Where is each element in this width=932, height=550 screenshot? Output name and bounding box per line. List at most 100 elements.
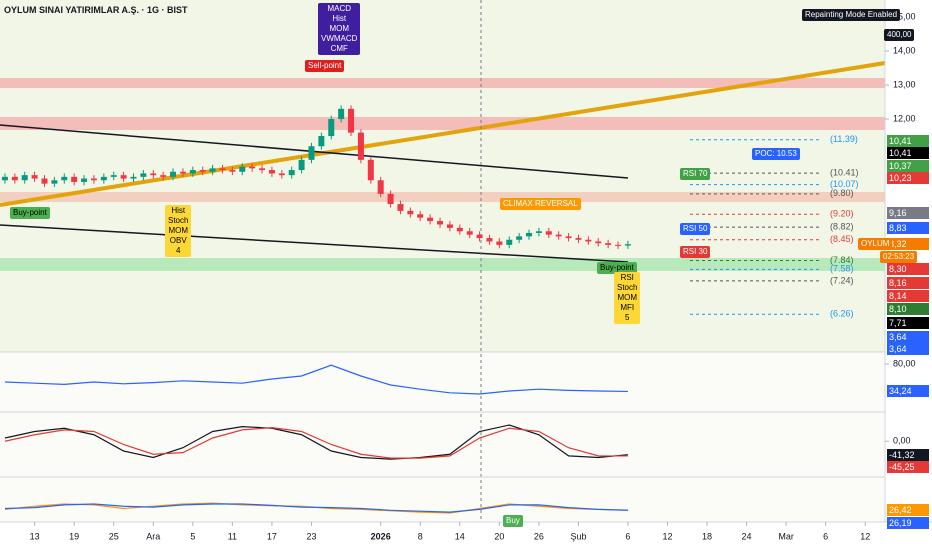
price-label: 10,41 — [887, 135, 929, 147]
candle-body — [397, 204, 404, 211]
annotation-text: Buy-point — [600, 263, 634, 272]
x-tick-label: 6 — [823, 531, 828, 541]
annotation: CLIMAX REVERSAL — [500, 198, 581, 210]
x-tick-label: 13 — [30, 531, 40, 541]
y-tick-label: 14,00 — [893, 45, 916, 55]
candle-body — [565, 236, 572, 239]
candle-body — [31, 175, 38, 179]
annotation-text: Buy — [506, 516, 520, 525]
candle-body — [357, 132, 364, 160]
candle-body — [555, 234, 562, 237]
price-label: 8,10 — [887, 303, 929, 315]
annotation: RSI Stoch MOM MFI 5 — [614, 272, 641, 324]
candle-body — [486, 238, 493, 242]
annotation-text: Buy-point — [13, 208, 47, 217]
candle-body — [288, 170, 295, 176]
level-label: (10.07) — [830, 179, 859, 189]
candle-body — [1, 176, 8, 181]
annotation: RSI 50 — [680, 223, 711, 235]
annotation: Buy-point — [597, 262, 637, 274]
candle-body — [51, 180, 58, 184]
candle-body — [545, 231, 552, 235]
annotation-text: POC: 10.53 — [755, 149, 797, 158]
x-tick-label: 8 — [418, 531, 423, 541]
support-band — [0, 258, 885, 271]
candle-body — [328, 119, 335, 137]
main-pane — [0, 0, 885, 352]
trendline — [0, 61, 886, 207]
annotation: RSI 30 — [680, 246, 711, 258]
candle-body — [318, 136, 325, 147]
annotation-text: Sell-point — [308, 61, 342, 70]
x-tick-label: Ara — [146, 531, 160, 541]
level-label: (7.84) — [830, 255, 854, 265]
annotation-text: MOM — [168, 226, 189, 235]
candle-body — [367, 159, 374, 181]
annotation-text: OBV — [169, 236, 187, 245]
annotation: Buy-point — [10, 207, 50, 219]
candle-body — [160, 175, 167, 177]
candle-body — [259, 168, 266, 171]
candle-body — [90, 178, 97, 181]
candle-body — [11, 176, 18, 181]
x-tick-label: 24 — [742, 531, 752, 541]
annotation-text: MOM — [617, 293, 638, 302]
candle-body — [624, 244, 631, 246]
candle-body — [516, 236, 523, 240]
annotation-text: RSI 70 — [683, 169, 708, 178]
candle-body — [268, 170, 275, 174]
candle-body — [496, 241, 503, 245]
annotation-text: 400,00 — [887, 30, 912, 39]
candle-body — [71, 176, 78, 182]
x-tick-label: 12 — [860, 531, 870, 541]
candle-body — [506, 239, 513, 245]
price-label: 26,42 — [887, 504, 929, 517]
candle-body — [437, 221, 444, 225]
annotation-text: MOM — [329, 24, 349, 33]
candle-body — [41, 178, 48, 184]
candle-body — [585, 239, 592, 242]
candle-body — [120, 175, 127, 179]
candle-body — [387, 193, 394, 205]
price-label: 8,30 — [887, 263, 929, 275]
annotation-text: MFI — [620, 303, 635, 312]
price-label: -41,32 — [887, 448, 929, 461]
annotation-text: RSI — [620, 273, 634, 282]
indicator-line — [4, 426, 628, 459]
candle-body — [21, 175, 28, 181]
annotation: Repainting Mode Enabled — [802, 9, 901, 21]
price-label: 8,14 — [887, 290, 929, 302]
x-tick-label: 11 — [228, 531, 237, 541]
annotation-text: RSI 50 — [683, 224, 708, 233]
annotation-text: CLIMAX REVERSAL — [503, 199, 578, 208]
price-label: 10,37 — [887, 160, 929, 172]
x-tick-label: 17 — [267, 531, 277, 541]
level-label: (7.58) — [830, 264, 854, 274]
candle-body — [209, 168, 216, 172]
candle-body — [219, 168, 226, 171]
y-tick-label: 12,00 — [893, 113, 916, 123]
candle-body — [150, 173, 157, 176]
candle-body — [308, 146, 315, 160]
level-label: (6.26) — [830, 309, 854, 319]
candle-body — [615, 244, 622, 246]
candle-body — [229, 170, 236, 172]
level-label: (9.80) — [830, 188, 854, 198]
price-label: 9,16 — [887, 207, 929, 219]
resistance-band — [0, 192, 885, 202]
candle-body — [535, 231, 542, 233]
annotation-text: 02:53:23 — [883, 252, 915, 261]
price-label: 8,16 — [887, 277, 929, 289]
candle-body — [466, 231, 473, 235]
candle-body — [427, 217, 434, 222]
candle-body — [575, 238, 582, 240]
candle-body — [239, 166, 246, 172]
x-tick-label: 12 — [662, 531, 672, 541]
price-label: 7,71 — [887, 317, 929, 329]
candle-body — [456, 227, 463, 232]
resistance-band — [0, 78, 885, 88]
candle-body — [605, 243, 612, 245]
candle-body — [249, 166, 256, 169]
